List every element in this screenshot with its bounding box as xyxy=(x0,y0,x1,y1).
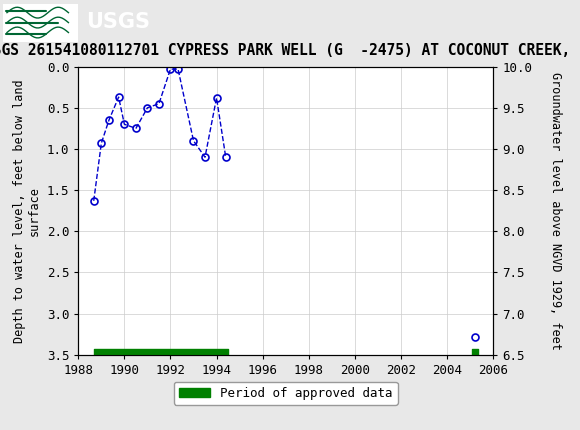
Legend: Period of approved data: Period of approved data xyxy=(174,382,397,405)
Y-axis label: Depth to water level, feet below land
surface: Depth to water level, feet below land su… xyxy=(13,79,41,343)
Text: USGS: USGS xyxy=(86,12,150,32)
Y-axis label: Groundwater level above NGVD 1929, feet: Groundwater level above NGVD 1929, feet xyxy=(549,72,561,350)
Bar xyxy=(3,3,78,42)
Text: USGS 261541080112701 CYPRESS PARK WELL (G  -2475) AT COCONUT CREEK, FL: USGS 261541080112701 CYPRESS PARK WELL (… xyxy=(0,43,580,58)
